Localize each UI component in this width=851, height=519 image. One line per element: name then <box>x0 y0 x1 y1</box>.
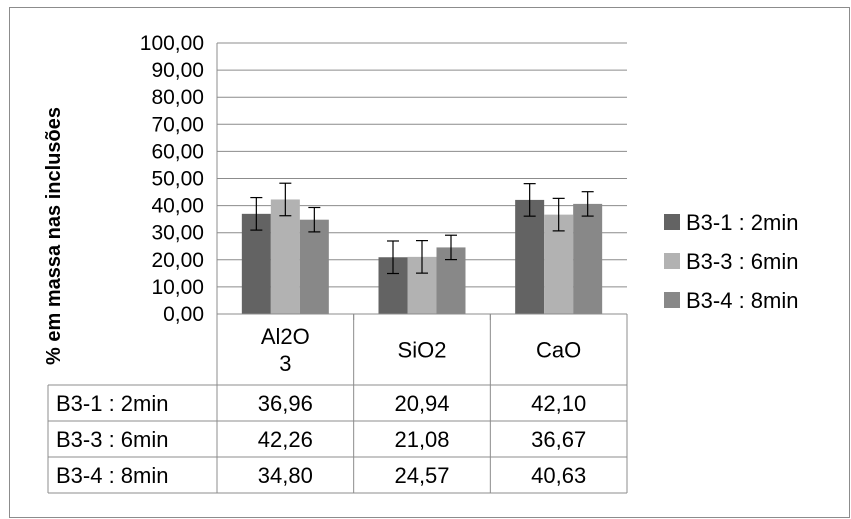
bar <box>270 199 300 314</box>
legend-label: B3-1 : 2min <box>686 210 799 235</box>
legend-swatch <box>664 292 680 308</box>
y-tick-label: 50,00 <box>151 168 204 191</box>
table-category-label: CaO <box>536 338 581 363</box>
y-tick-label: 0,00 <box>163 303 204 326</box>
chart-frame <box>9 7 850 518</box>
table-cell-value: 36,96 <box>258 391 313 416</box>
bar <box>299 219 329 314</box>
table-cell-value: 36,67 <box>531 427 586 452</box>
table-cell-value: 34,80 <box>258 463 313 488</box>
error-bars <box>250 182 594 275</box>
table-row-label: B3-1 : 2min <box>56 391 169 416</box>
legend-label: B3-3 : 6min <box>686 249 799 274</box>
y-tick-label: 30,00 <box>151 222 204 245</box>
table-row-label: B3-3 : 6min <box>56 427 169 452</box>
y-tick-label: 100,00 <box>140 32 204 55</box>
y-tick-label: 60,00 <box>151 140 204 163</box>
bar <box>573 203 603 314</box>
legend-label: B3-4 : 8min <box>686 288 799 313</box>
table-cell-value: 42,26 <box>258 427 313 452</box>
table-cell-value: 42,10 <box>531 391 586 416</box>
table-cell-value: 21,08 <box>394 427 449 452</box>
table-cell-value: 20,94 <box>394 391 449 416</box>
bar <box>515 199 545 314</box>
y-tick-label: 20,00 <box>151 249 204 272</box>
table-row-label: B3-4 : 8min <box>56 463 169 488</box>
y-tick-label: 90,00 <box>151 59 204 82</box>
table-cell-value: 40,63 <box>531 463 586 488</box>
table-cell-value: 24,57 <box>394 463 449 488</box>
table-category-label: Al2O <box>261 324 310 349</box>
y-tick-label: 70,00 <box>151 113 204 136</box>
y-tick-label: 40,00 <box>151 195 204 218</box>
y-axis-label: % em massa nas inclusões <box>43 107 65 365</box>
legend-swatch <box>664 214 680 230</box>
table-category-label: SiO2 <box>398 338 447 363</box>
y-tick-label: 80,00 <box>151 86 204 109</box>
legend-swatch <box>664 253 680 269</box>
y-tick-labels: 0,00 10,00 20,00 30,00 40,00 50,00 60,00 70,00 8… <box>140 32 204 326</box>
table-category-label: 3 <box>279 351 291 376</box>
y-tick-label: 10,00 <box>151 276 204 299</box>
legend: B3-1 : 2min B3-3 : 6min B3-4 : 8min <box>664 210 799 313</box>
